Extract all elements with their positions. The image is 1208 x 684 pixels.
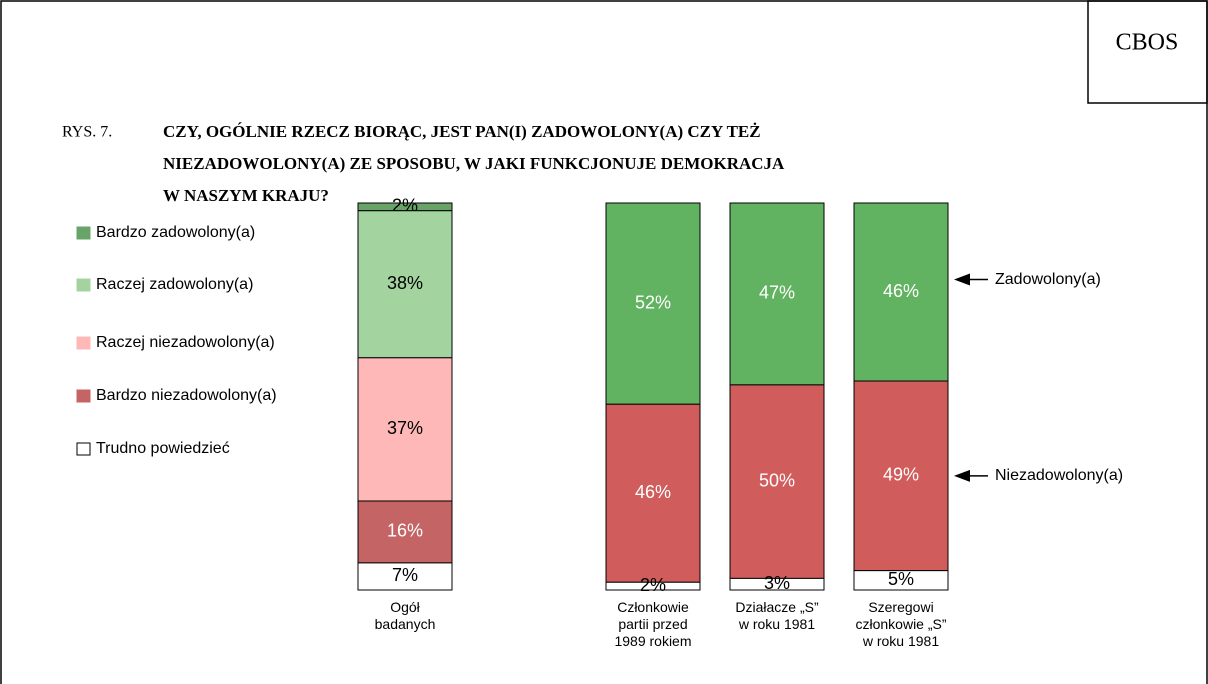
value-label: 49%	[883, 465, 919, 485]
legend-label: Trudno powiedzieć	[96, 440, 230, 457]
annotation-arrowhead	[954, 469, 970, 482]
value-label: 16%	[387, 521, 423, 541]
bar-segment	[853, 202, 949, 382]
value-label: 47%	[759, 283, 795, 303]
legend-swatch	[76, 336, 91, 350]
legend-label: Bardzo zadowolony(a)	[96, 224, 255, 241]
legend-swatch	[76, 389, 91, 403]
logo-box	[1087, 0, 1208, 104]
bar-segment	[605, 202, 701, 405]
legend-swatch	[76, 442, 91, 456]
title-line: W NASZYM KRAJU?	[163, 186, 329, 205]
category-label: Członkowie partii przed 1989 rokiem	[614, 599, 692, 649]
value-label: 37%	[387, 418, 423, 438]
bar-segment	[853, 380, 949, 572]
category-label: Działacze „S” w roku 1981	[735, 599, 819, 632]
legend-label: Bardzo niezadowolony(a)	[96, 387, 277, 404]
value-label: 7%	[392, 565, 418, 585]
bar-segment	[357, 500, 453, 564]
value-label: 38%	[387, 273, 423, 293]
legend-label: Raczej zadowolony(a)	[96, 276, 253, 293]
annotation: Zadowolony(a)	[995, 271, 1101, 288]
annotation: Niezadowolony(a)	[995, 467, 1123, 484]
value-label: 46%	[635, 482, 671, 502]
bar-segment	[605, 403, 701, 583]
bar-segment	[853, 570, 949, 591]
value-label: 50%	[759, 470, 795, 490]
legend-swatch	[76, 278, 91, 292]
bar-segment	[729, 202, 825, 386]
bar-segment	[357, 210, 453, 359]
value-label: 2%	[640, 575, 666, 595]
title-line: NIEZADOWOLONY(A) ZE SPOSOBU, W JAKI FUNK…	[163, 154, 785, 173]
bar-segment	[729, 577, 825, 591]
category-label: Szeregowi członkowie „S” w roku 1981	[855, 599, 947, 649]
bar-segment	[729, 384, 825, 579]
legend-label: Raczej niezadowolony(a)	[96, 334, 275, 351]
title-line: CZY, OGÓLNIE RZECZ BIORĄC, JEST PAN(I) Z…	[163, 122, 761, 141]
figure-number: RYS. 7.	[62, 124, 112, 141]
legend-swatch	[76, 226, 91, 240]
value-label: 46%	[883, 281, 919, 301]
bar-segment	[357, 357, 453, 502]
value-label: 5%	[888, 569, 914, 589]
value-label: 52%	[635, 292, 671, 312]
annotation-arrowhead	[954, 273, 970, 286]
category-label: Ogół badanych	[374, 599, 436, 632]
bar-segment	[605, 581, 701, 591]
value-label: 3%	[764, 573, 790, 593]
bar-segment	[357, 562, 453, 591]
logo: CBOS	[1116, 30, 1179, 56]
